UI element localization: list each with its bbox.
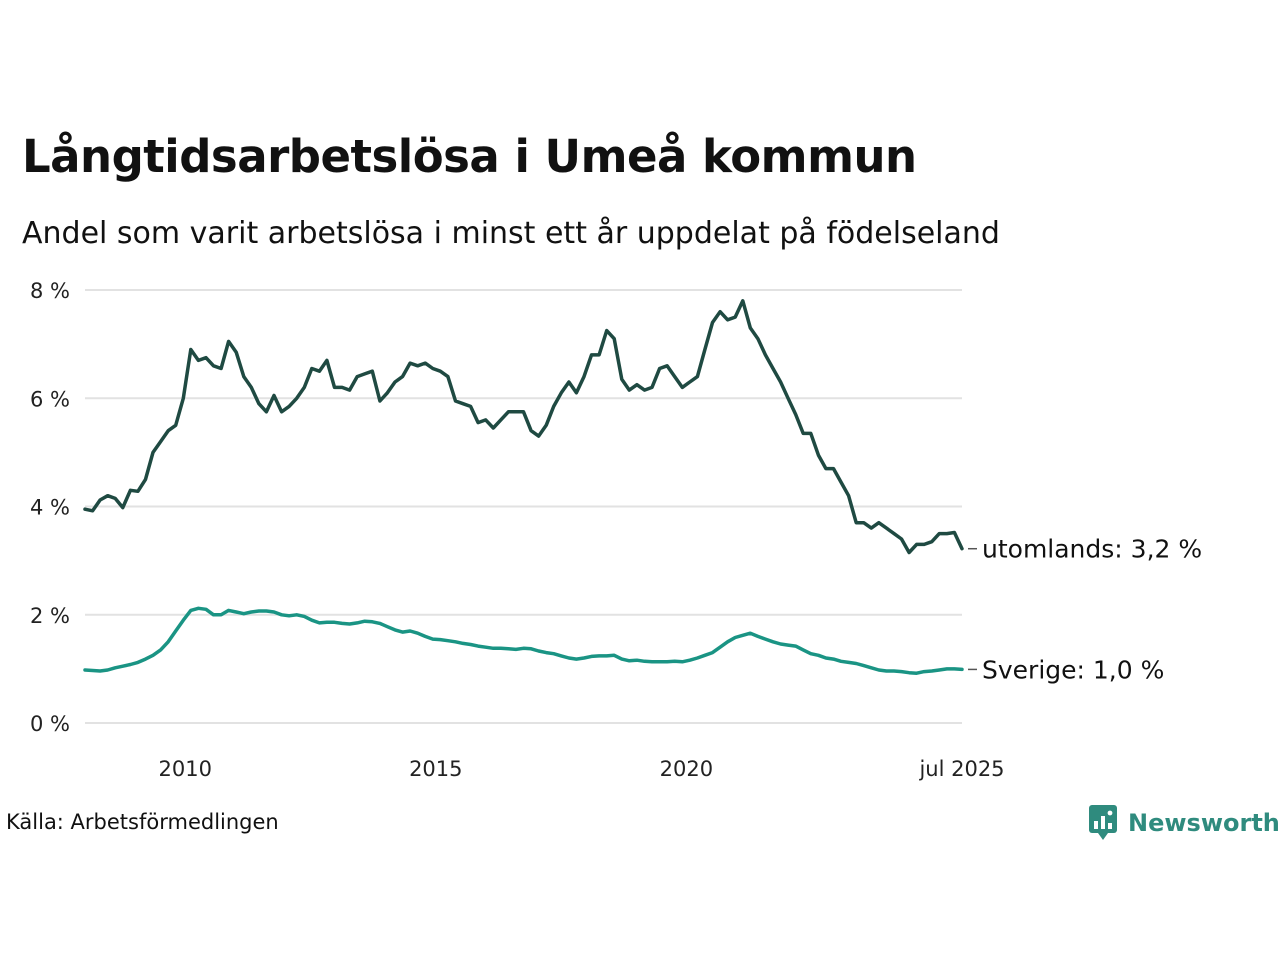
y-tick-label: 4 % [30,496,70,520]
source-text: Källa: Arbetsförmedlingen [6,810,279,834]
y-tick-label: 2 % [30,604,70,628]
series-end-labels: utomlands: 3,2 % Sverige: 1,0 % [968,535,1202,684]
newsworthy-logo: Newsworthy [1088,803,1280,843]
series-line-sverige [83,606,964,675]
grid-lines [85,289,962,724]
series-line-utomlands [83,299,964,555]
y-axis-labels: 0 % 2 % 4 % 6 % 8 % [30,279,70,736]
end-label-sverige: Sverige: 1,0 % [982,655,1164,684]
brand-name: Newsworthy [1128,809,1280,837]
newsworthy-logo-icon [1089,805,1117,840]
y-tick-label: 0 % [30,712,70,736]
x-tick-label: 2015 [409,757,462,781]
y-tick-label: 6 % [30,387,70,411]
chart-title: Långtidsarbetslösa i Umeå kommun [22,130,917,183]
chart-subtitle: Andel som varit arbetslösa i minst ett å… [22,216,1000,251]
y-tick-label: 8 % [30,279,70,303]
end-label-utomlands: utomlands: 3,2 % [982,535,1202,564]
x-tick-label: 2020 [660,757,713,781]
x-axis-labels: 2010 2015 2020 jul 2025 [159,757,1005,781]
x-tick-label: jul 2025 [918,757,1004,781]
series-lines [83,299,964,675]
x-tick-label: 2010 [159,757,212,781]
